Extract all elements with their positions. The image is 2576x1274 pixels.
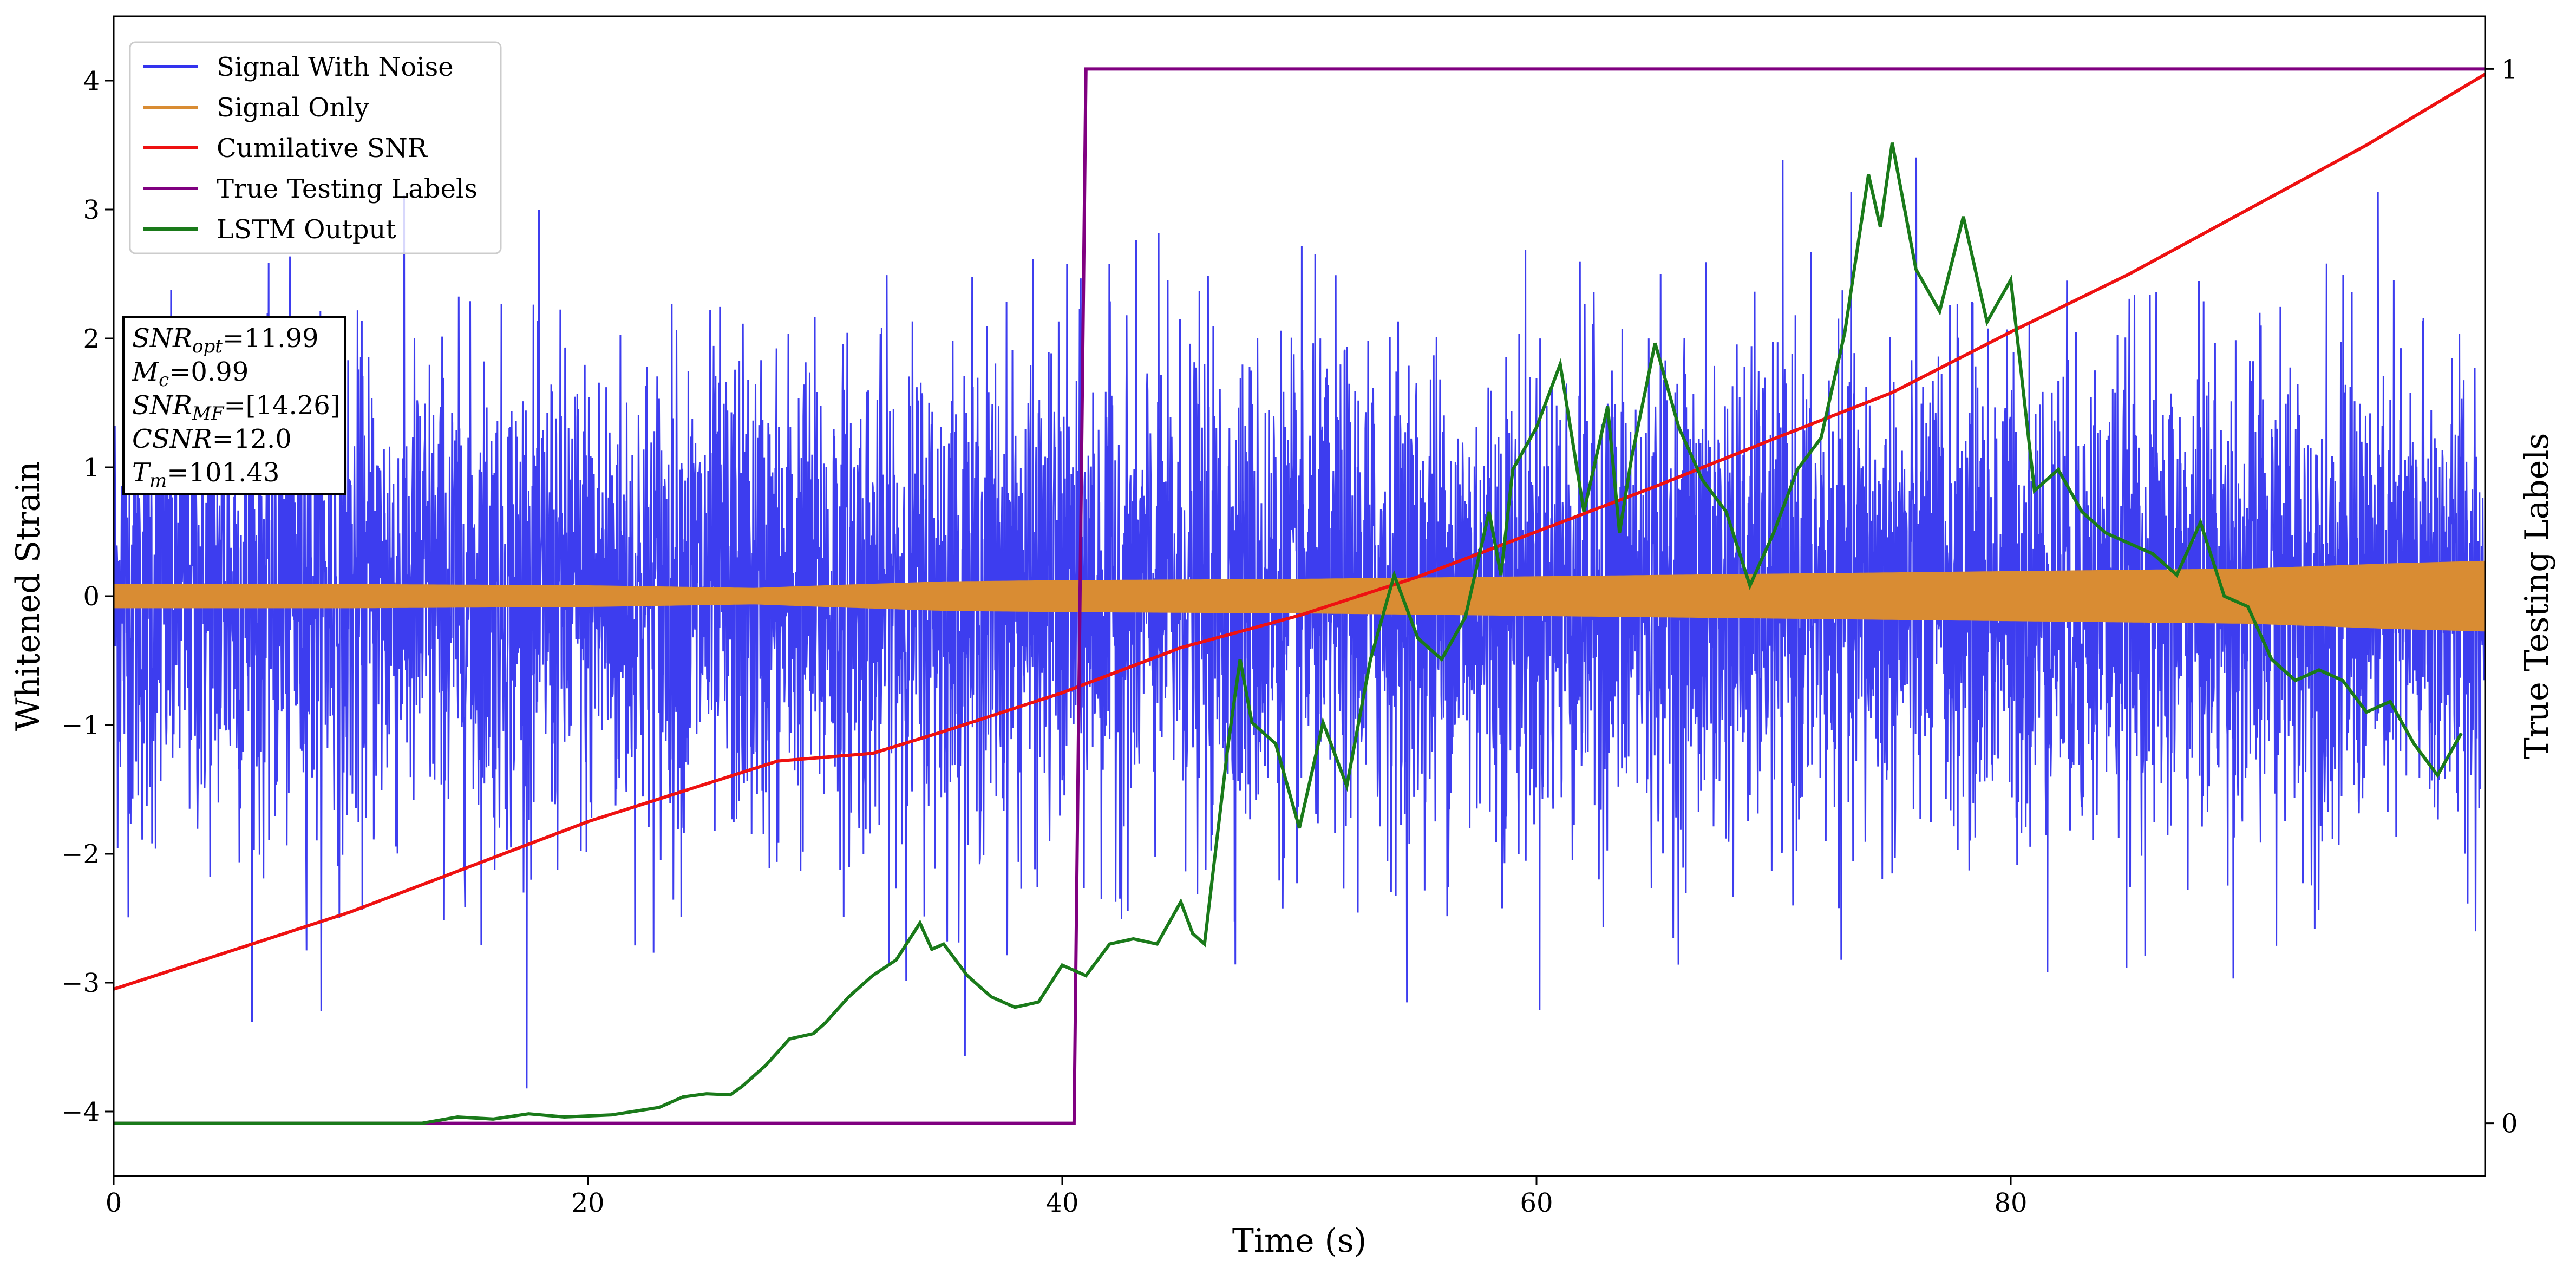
annotation-line: Tm=101.43 xyxy=(132,458,279,492)
series-lstm-output xyxy=(114,142,2463,1125)
y-left-tick-label: −1 xyxy=(61,710,100,741)
legend-label: True Testing Labels xyxy=(217,174,478,204)
annotation-box: SNRopt=11.99Mc=0.99SNRMF=[14.26]CSNR=12.… xyxy=(122,316,346,495)
legend: Signal With Noise Signal Only Cumilative S… xyxy=(129,41,502,254)
x-tick-label: 60 xyxy=(1520,1188,1553,1218)
x-axis-label: Time (s) xyxy=(1232,1222,1367,1260)
series-signal-only xyxy=(114,560,2485,632)
y-left-tick-label: 0 xyxy=(83,582,100,612)
legend-label: Signal Only xyxy=(217,93,369,123)
x-tick-label: 80 xyxy=(1994,1188,2027,1218)
y-left-tick-label: −2 xyxy=(61,839,100,870)
y-right-tick-label: 1 xyxy=(2501,54,2518,84)
legend-label: LSTM Output xyxy=(217,214,396,245)
series-signal-with-noise xyxy=(114,157,2485,1089)
legend-box xyxy=(129,41,502,254)
annotation-frame xyxy=(122,316,346,495)
legend-label: Cumilative SNR xyxy=(217,133,428,164)
series-cumulative-snr xyxy=(114,73,2485,991)
annotation-line: SNRopt=11.99 xyxy=(132,323,319,357)
annotation-line: SNRMF=[14.26] xyxy=(132,390,341,424)
x-tick-label: 0 xyxy=(106,1188,122,1218)
annotation-line: Mc=0.99 xyxy=(132,357,249,391)
plot-area xyxy=(114,67,2485,1125)
y-left-tick-label: −4 xyxy=(61,1097,100,1127)
y-left-tick-label: 4 xyxy=(83,66,100,96)
x-tick-label: 40 xyxy=(1045,1188,1078,1218)
x-tick-label: 20 xyxy=(571,1188,604,1218)
y-left-tick-label: −3 xyxy=(61,968,100,998)
y-left-tick-label: 1 xyxy=(83,453,100,483)
legend-label: Signal With Noise xyxy=(217,52,454,82)
y-left-tick-label: 3 xyxy=(83,195,100,225)
y-left-tick-label: 2 xyxy=(83,324,100,354)
series-true-testing-labels xyxy=(114,67,2485,1125)
y-right-tick-label: 0 xyxy=(2501,1109,2518,1139)
y-axis-label-left: Whitened Strain xyxy=(9,461,47,731)
annotation-line: CSNR=12.0 xyxy=(132,424,292,454)
y-axis-label-right: True Testing Labels xyxy=(2518,433,2556,760)
